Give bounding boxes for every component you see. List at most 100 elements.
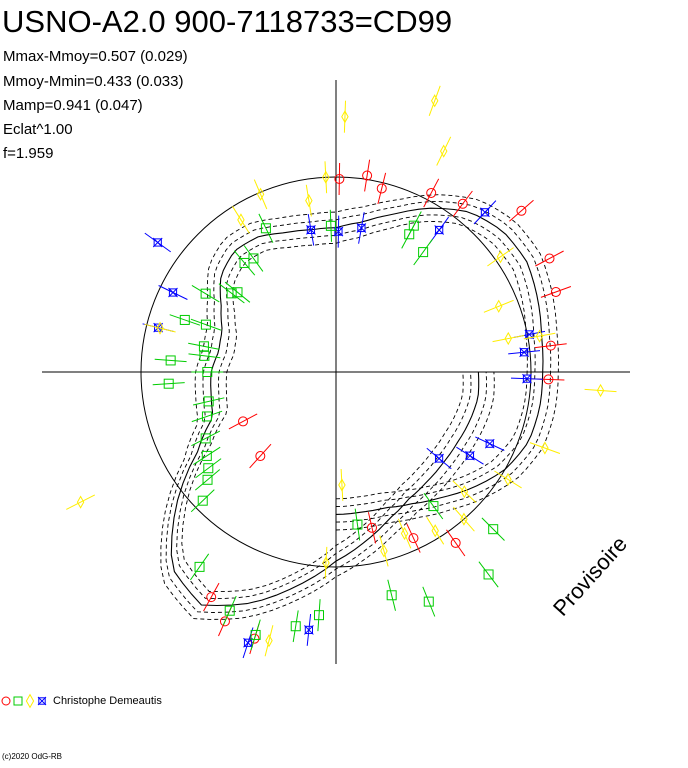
error-bar [367, 512, 377, 544]
marker-circle [219, 616, 230, 627]
data-point-green [188, 350, 221, 361]
data-point-green [222, 595, 237, 626]
error-bar [452, 480, 477, 503]
marker-square [200, 433, 211, 444]
data-point-red [509, 199, 534, 222]
error-bar [364, 159, 371, 192]
marker [504, 331, 512, 346]
data-point-green [224, 281, 251, 303]
marker-star-cross [333, 226, 344, 237]
marker-star-box [480, 208, 490, 217]
error-bar [224, 281, 251, 303]
error-bar [478, 561, 499, 588]
marker [341, 110, 349, 124]
data-point-green [313, 599, 324, 632]
marker [250, 629, 261, 640]
marker [197, 495, 208, 506]
error-bar [413, 238, 433, 266]
marker [408, 220, 419, 231]
marker [356, 223, 367, 233]
data-point-green [190, 489, 215, 513]
marker [255, 451, 266, 462]
error-bar [534, 343, 567, 349]
error-bar [228, 413, 258, 430]
marker-square [199, 350, 210, 361]
marker [265, 634, 273, 648]
marker [430, 94, 439, 108]
data-point-yellow [523, 329, 556, 343]
error-bar [423, 178, 440, 208]
envelope-curve-0 [181, 221, 528, 593]
marker-star-box [357, 223, 366, 233]
marker-star-cross [480, 207, 490, 218]
data-point-red [406, 523, 421, 553]
marker [305, 193, 313, 208]
marker [380, 544, 388, 558]
marker-star-cross [465, 450, 475, 461]
marker-circle [366, 522, 377, 533]
error-bar [192, 397, 225, 406]
data-point-red [366, 512, 377, 544]
marker-diamond [25, 693, 35, 709]
legend-symbol-star [37, 696, 47, 706]
marker-square [200, 319, 211, 330]
marker-star-cross [519, 347, 529, 358]
error-bar [428, 85, 441, 116]
marker-diamond [338, 478, 346, 492]
marker-square [165, 355, 176, 366]
marker-circle [408, 533, 419, 544]
stat-mmax-mmoy: Mmax-Mmoy=0.507 (0.029) [3, 48, 188, 65]
marker-star-box [306, 225, 316, 234]
data-point-yellow [452, 480, 477, 503]
axes [42, 80, 630, 664]
marker-diamond [430, 94, 439, 108]
marker-circle [334, 173, 345, 184]
error-bar [305, 184, 312, 217]
marker [338, 478, 346, 492]
data-point-blue [158, 285, 188, 300]
marker [439, 144, 448, 158]
marker-diamond [305, 193, 313, 208]
error-bar [487, 247, 514, 267]
data-point-green [194, 469, 221, 491]
marker-circle [544, 253, 555, 264]
marker [494, 299, 503, 313]
marker-star-cross [168, 287, 178, 298]
marker-star-box [153, 238, 162, 247]
data-point-yellow [483, 299, 514, 313]
data-point-red [540, 286, 572, 298]
error-bar [343, 100, 346, 133]
error-bar [194, 469, 221, 491]
error-bar [253, 179, 268, 210]
error-bar [292, 610, 299, 643]
marker [426, 187, 437, 198]
error-bar [190, 489, 215, 513]
marker-star-box [243, 638, 253, 647]
marker [322, 170, 330, 184]
error-bar [523, 332, 556, 340]
data-point-yellow [322, 546, 330, 579]
marker [200, 288, 211, 299]
marker [239, 257, 250, 268]
data-point-green [481, 517, 505, 541]
marker-square [260, 223, 271, 234]
marker-square [483, 569, 494, 580]
error-bar [191, 284, 220, 303]
error-bar [258, 213, 274, 243]
marker [465, 450, 475, 461]
error-bar [233, 250, 256, 276]
marker [198, 341, 209, 352]
marker [362, 170, 373, 181]
marker-diamond [460, 512, 468, 526]
marker-circle [545, 340, 556, 351]
error-bar [494, 470, 522, 489]
error-bar [190, 318, 222, 331]
marker [522, 373, 532, 384]
envelope-curve-2 [165, 200, 552, 613]
data-point-red [334, 162, 345, 196]
marker [224, 605, 235, 616]
error-bar [483, 299, 514, 313]
marker-diamond [380, 544, 388, 558]
marker-diamond [535, 329, 544, 343]
